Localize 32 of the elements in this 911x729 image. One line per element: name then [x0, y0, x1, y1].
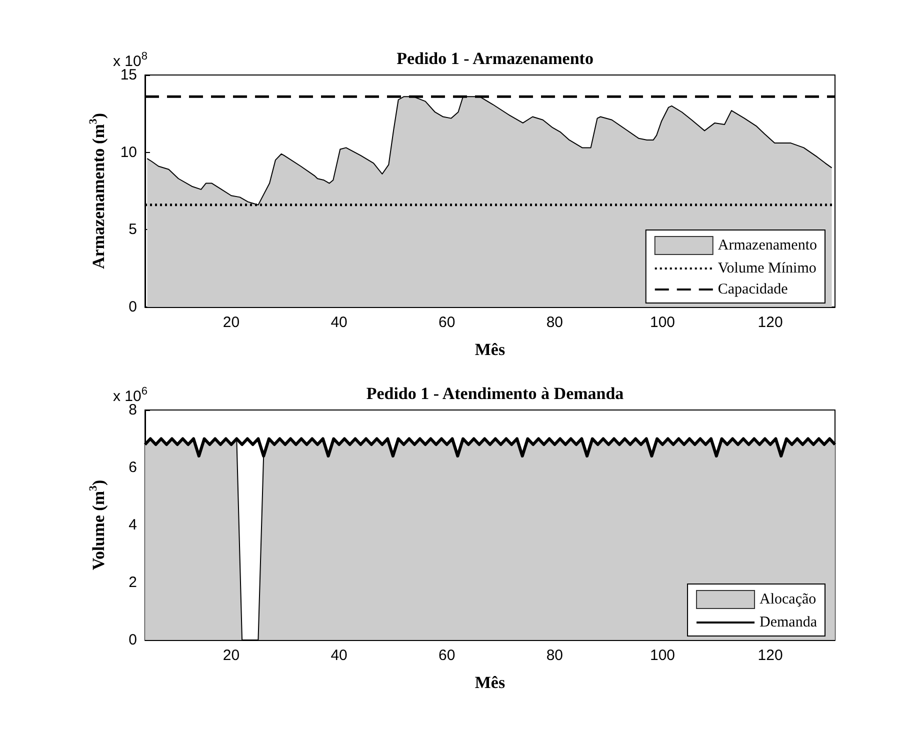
y-tick-label: 4 — [128, 516, 137, 534]
x-tick-label: 100 — [650, 314, 676, 331]
y-tick-label: 8 — [128, 402, 137, 418]
x-tick-label: 20 — [222, 314, 240, 331]
series-label: Alocação — [760, 592, 816, 608]
legend-label: Demanda — [760, 614, 818, 630]
legend-label: Volume Mínimo — [718, 260, 816, 276]
y-tick-label: 10 — [120, 144, 137, 161]
x-tick-label: 40 — [330, 647, 348, 664]
y-tick-label: 2 — [128, 574, 137, 591]
x-tick-label: 100 — [650, 647, 676, 664]
y-tick-label: 15 — [120, 66, 137, 84]
chart-title: Pedido 1 - Atendimento à Demanda — [366, 384, 624, 403]
x-axis-title: Mês — [474, 340, 506, 359]
series-label: Armazenamento — [718, 238, 818, 254]
y-tick-label: 6 — [128, 459, 137, 476]
legend-label: Capacidade — [718, 282, 788, 298]
x-tick-label: 80 — [546, 647, 564, 664]
x-tick-label: 120 — [758, 647, 783, 664]
x-tick-label: 60 — [438, 647, 456, 664]
chart-title: Pedido 1 - Armazenamento — [396, 49, 594, 68]
y-tick-label: 0 — [128, 298, 137, 316]
x-tick-label: 120 — [758, 314, 783, 331]
x-axis-title: Mês — [474, 673, 506, 692]
x-tick-label: 20 — [222, 647, 240, 664]
x-tick-label: 60 — [438, 314, 456, 331]
y-tick-label: 5 — [128, 221, 137, 238]
x-tick-label: 40 — [330, 314, 348, 331]
y-tick-label: 0 — [128, 632, 137, 648]
y-axis-title: Volume (m3) — [88, 480, 108, 570]
x-tick-label: 80 — [546, 314, 564, 331]
y-axis-title: Armazenamento (m3) — [88, 112, 108, 270]
